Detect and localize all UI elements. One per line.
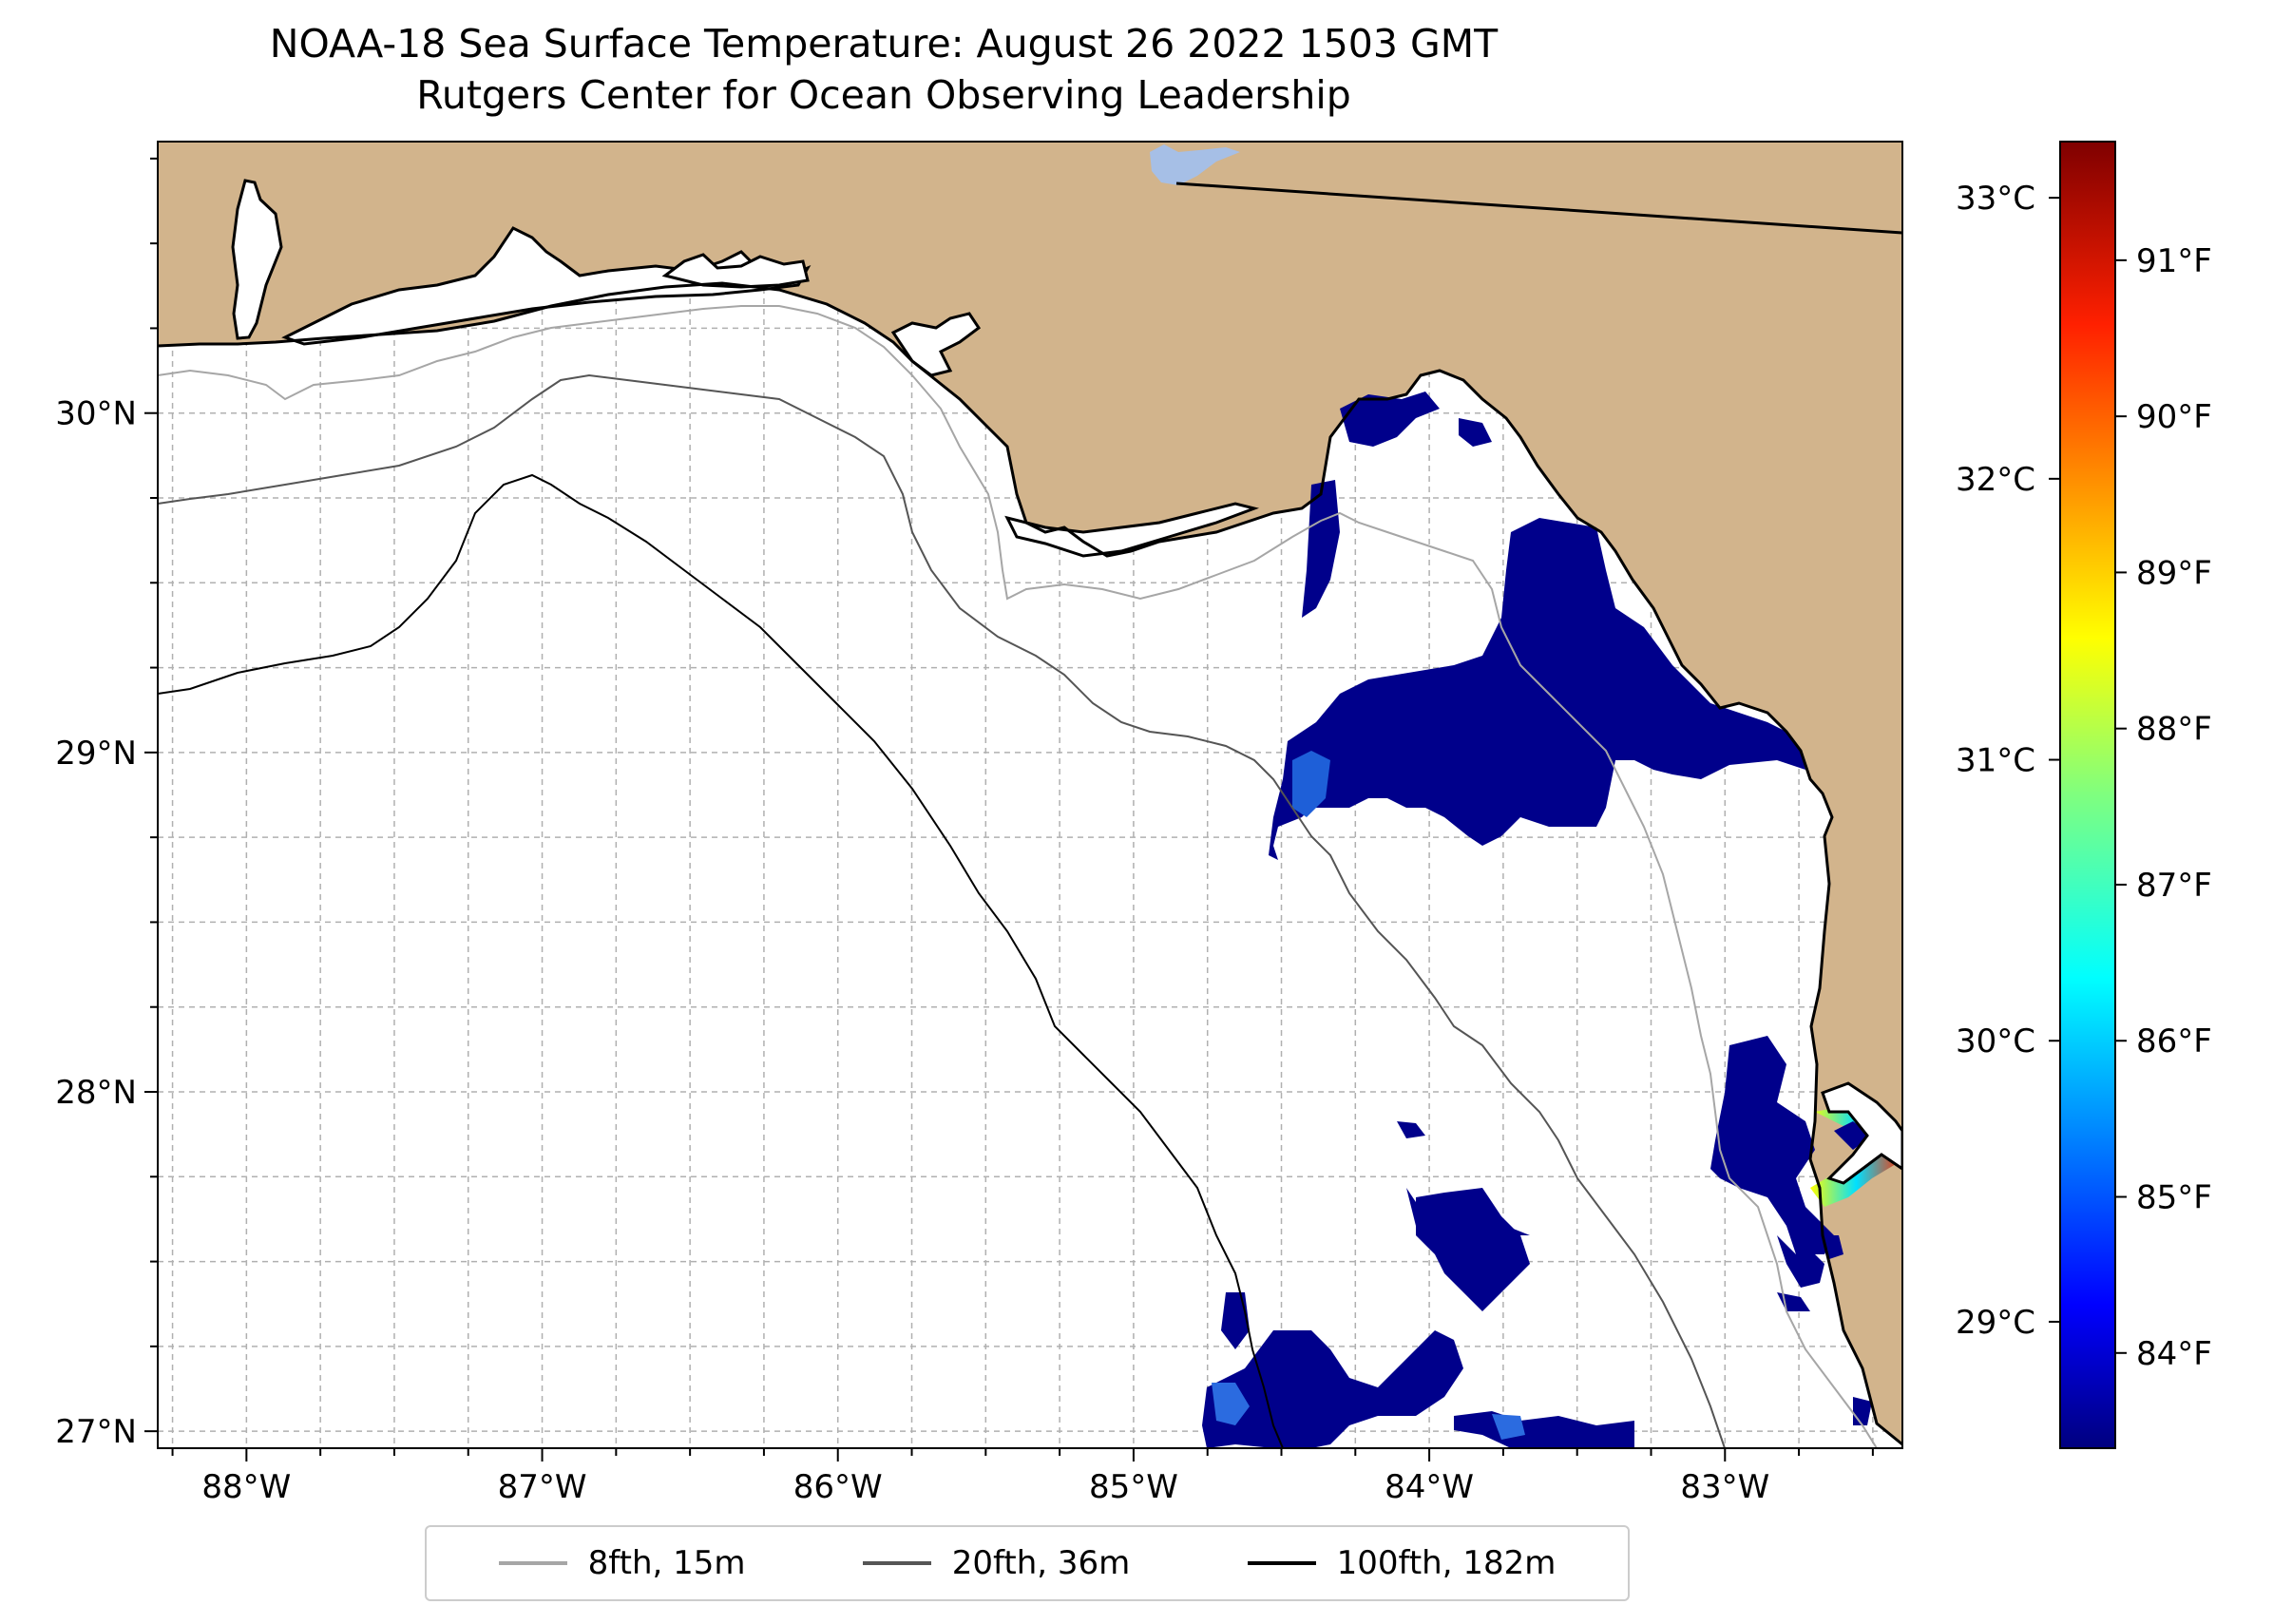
celsius-tick-label: 33°C bbox=[1956, 180, 2035, 218]
lake-seminole bbox=[1150, 144, 1240, 185]
fahrenheit-tick-label: 85°F bbox=[2136, 1179, 2212, 1217]
celsius-tick-label: 31°C bbox=[1956, 742, 2035, 780]
lon-tick-label: 88°W bbox=[201, 1468, 291, 1506]
state-boundary bbox=[1175, 182, 1902, 235]
land-north bbox=[158, 142, 1902, 1444]
mobile-bay bbox=[231, 179, 283, 340]
coastline bbox=[158, 281, 1902, 1446]
lat-tick-label: 29°N bbox=[55, 735, 137, 773]
depth-legend: 8fth, 15m 20fth, 36m 100fth, 182m bbox=[425, 1525, 1630, 1601]
colorbar-gradient bbox=[2059, 141, 2116, 1449]
celsius-tick-label: 29°C bbox=[1956, 1304, 2035, 1342]
fahrenheit-tick-label: 91°F bbox=[2136, 242, 2212, 280]
legend-label: 100fth, 182m bbox=[1336, 1544, 1557, 1582]
legend-item-20fth: 20fth, 36m bbox=[862, 1544, 1131, 1582]
apalachicola-bay bbox=[1004, 502, 1260, 558]
legend-label: 8fth, 15m bbox=[587, 1544, 746, 1582]
legend-item-8fth: 8fth, 15m bbox=[498, 1544, 746, 1582]
lon-tick-label: 84°W bbox=[1385, 1468, 1474, 1506]
map-axes: 88°W 87°W 86°W 85°W 84°W 83°W 27°N 28°N 29°N 30°N bbox=[55, 157, 1874, 1506]
lon-tick-label: 83°W bbox=[1680, 1468, 1769, 1506]
colorbar-ticks: 33°C 32°C 31°C 30°C 29°C 91°F 90°F 89°F 88°F 87°F… bbox=[1956, 180, 2212, 1373]
choctawhatchee-bay bbox=[661, 253, 810, 289]
lat-tick-label: 27°N bbox=[55, 1413, 137, 1451]
contour-8fth bbox=[158, 305, 1878, 1448]
sst-data bbox=[1202, 392, 1872, 1448]
legend-label: 20fth, 36m bbox=[951, 1544, 1131, 1582]
fahrenheit-tick-label: 90°F bbox=[2136, 398, 2212, 436]
legend-swatch-100fth bbox=[1247, 1561, 1316, 1565]
celsius-tick-label: 30°C bbox=[1956, 1022, 2035, 1060]
legend-swatch-20fth bbox=[862, 1561, 931, 1565]
fahrenheit-tick-label: 86°F bbox=[2136, 1022, 2212, 1060]
fahrenheit-tick-label: 84°F bbox=[2136, 1335, 2212, 1373]
map-title: NOAA-18 Sea Surface Temperature: August … bbox=[269, 21, 1499, 67]
lat-tick-label: 28°N bbox=[55, 1074, 137, 1112]
colorbar: 33°C 32°C 31°C 30°C 29°C 91°F 90°F 89°F 88°F 87°F… bbox=[1956, 141, 2212, 1449]
lon-tick-label: 86°W bbox=[793, 1468, 883, 1506]
perdido-bays bbox=[281, 226, 812, 346]
tampa-bay bbox=[1821, 1081, 1902, 1185]
fahrenheit-tick-label: 87°F bbox=[2136, 867, 2212, 905]
contour-20fth bbox=[158, 373, 1726, 1448]
map-area bbox=[158, 142, 1902, 1448]
fahrenheit-tick-label: 89°F bbox=[2136, 554, 2212, 592]
contour-100fth bbox=[158, 473, 1284, 1448]
fahrenheit-tick-label: 88°F bbox=[2136, 711, 2212, 749]
legend-item-100fth: 100fth, 182m bbox=[1247, 1544, 1557, 1582]
celsius-tick-label: 32°C bbox=[1956, 461, 2035, 499]
map-subtitle: Rutgers Center for Ocean Observing Leade… bbox=[416, 72, 1351, 118]
map-frame bbox=[157, 141, 1903, 1449]
legend-swatch-8fth bbox=[498, 1561, 567, 1565]
lat-tick-label: 30°N bbox=[55, 395, 137, 433]
lon-tick-label: 85°W bbox=[1089, 1468, 1178, 1506]
lon-tick-label: 87°W bbox=[498, 1468, 587, 1506]
